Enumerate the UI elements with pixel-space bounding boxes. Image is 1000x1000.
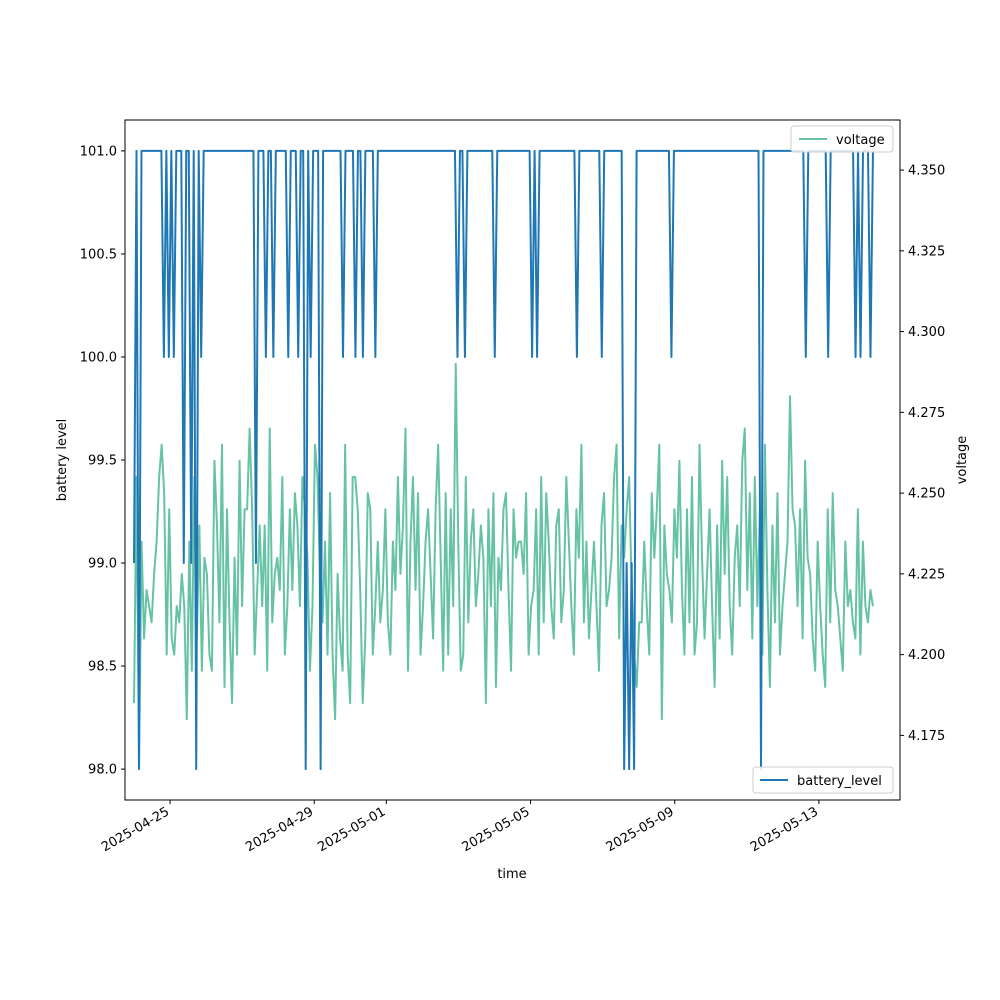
- right-y-tick-label: 4.200: [908, 648, 945, 663]
- right-y-tick-label: 4.275: [908, 406, 945, 421]
- right-y-axis-ticks: 4.175 4.200 4.225 4.250 4.275 4.300 4.325 4.350: [900, 164, 945, 744]
- left-y-tick-label: 98.0: [88, 763, 117, 778]
- left-y-tick-label: 101.0: [80, 144, 117, 159]
- right-y-axis-label: voltage: [955, 436, 970, 485]
- left-y-axis-ticks: 98.0 98.5 99.0 99.5 100.0 100.5 101.0: [80, 144, 125, 778]
- right-y-tick-label: 4.225: [908, 567, 945, 582]
- x-axis-label: time: [497, 867, 526, 882]
- voltage-legend-label: voltage: [836, 133, 885, 148]
- battery-level-legend-box: [752, 766, 894, 794]
- left-y-tick-label: 100.0: [80, 350, 117, 365]
- voltage-series-line: [133, 362, 874, 769]
- battery-level-series-line: [133, 149, 874, 771]
- left-y-tick-label: 100.5: [80, 247, 117, 262]
- voltage-legend-box: [790, 125, 894, 153]
- left-y-tick-label: 98.5: [88, 660, 117, 675]
- voltage-legend: voltage: [790, 125, 894, 153]
- left-y-tick-label: 99.0: [88, 557, 117, 572]
- battery-level-legend-label: battery_level: [797, 774, 882, 789]
- right-y-tick-label: 4.325: [908, 244, 945, 259]
- left-y-tick-label: 99.5: [88, 454, 117, 469]
- right-y-tick-label: 4.300: [908, 325, 945, 340]
- left-y-axis-label: battery level: [55, 419, 70, 502]
- right-y-tick-label: 4.350: [908, 164, 945, 179]
- plot-lines: [133, 149, 874, 771]
- right-y-tick-label: 4.250: [908, 487, 945, 502]
- right-y-tick-label: 4.175: [908, 729, 945, 744]
- battery-level-legend: battery_level: [752, 766, 894, 794]
